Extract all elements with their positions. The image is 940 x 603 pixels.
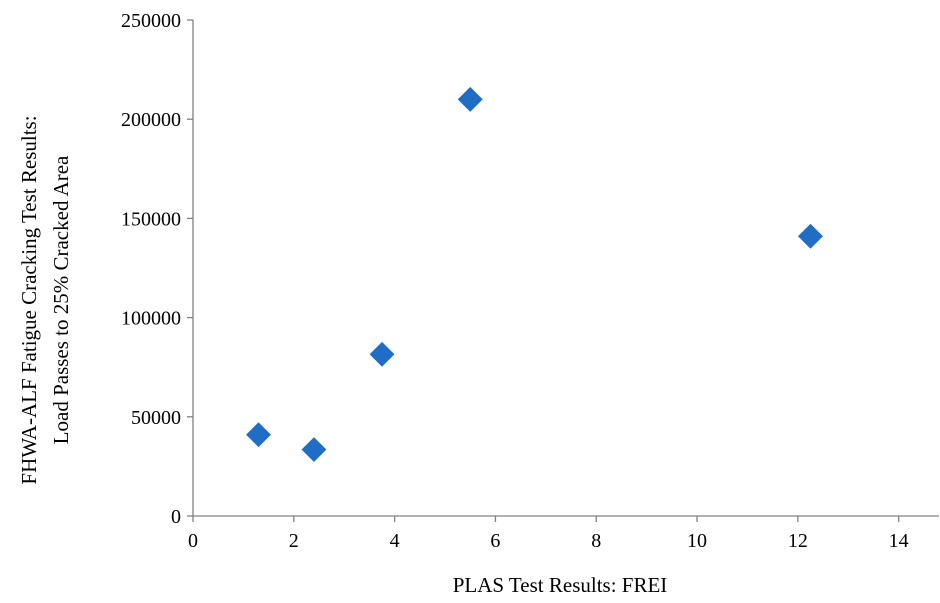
data-point xyxy=(368,340,396,368)
y-axis-title-line-2: Load Passes to 25% Cracked Area xyxy=(49,155,73,444)
y-tick-label: 150000 xyxy=(121,208,181,230)
y-tick-label: 100000 xyxy=(121,308,181,330)
x-tick-label: 10 xyxy=(687,530,707,552)
x-tick-label: 12 xyxy=(788,530,808,552)
data-point xyxy=(456,85,484,113)
axes xyxy=(192,20,939,517)
y-axis-title-line-1: FHWA-ALF Fatigue Cracking Test Results: xyxy=(17,115,41,484)
y-axis-title: FHWA-ALF Fatigue Cracking Test Results: … xyxy=(17,115,73,484)
y-tick-label: 50000 xyxy=(131,407,181,429)
y-tick-label: 200000 xyxy=(121,109,181,131)
x-tick-label: 6 xyxy=(490,530,500,552)
x-tick-label: 14 xyxy=(889,530,909,552)
x-axis-title: PLAS Test Results: FREI xyxy=(453,573,668,597)
ticks: 0 50000 100000 150000 200000 250000 0 2 4 6 8 10 12 1… xyxy=(121,10,909,552)
y-tick-label: 250000 xyxy=(121,10,181,32)
x-tick-label: 2 xyxy=(289,530,299,552)
x-tick-label: 0 xyxy=(188,530,198,552)
x-tick-label: 8 xyxy=(591,530,601,552)
data-point xyxy=(244,421,273,449)
y-tick-label: 0 xyxy=(171,506,181,528)
x-tick-label: 4 xyxy=(390,530,400,552)
data-points xyxy=(244,85,825,464)
data-point xyxy=(796,222,825,250)
data-point xyxy=(300,435,328,464)
